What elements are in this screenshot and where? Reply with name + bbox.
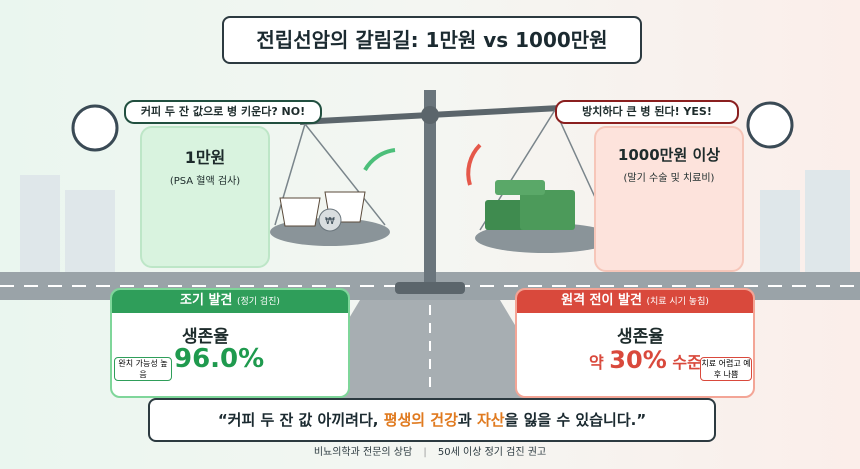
left-badge: 완치 가능성 높음 [114, 357, 172, 381]
right-bubble: 방치하다 큰 병 된다! YES! [555, 100, 739, 124]
left-bubble: 커피 두 잔 값으로 병 키운다? NO! [124, 100, 322, 124]
quote-highlight: 자산 [476, 411, 505, 429]
left-card: 1만원 (PSA 혈액 검사) [140, 126, 270, 268]
right-pan [475, 223, 615, 253]
quote-part: 을 잃을 수 있습니다.” [504, 411, 647, 429]
left-panel: 조기 발견 (정기 검진) 생존율 96.0% [110, 288, 350, 398]
right-card: 1000만원 이상 (말기 수술 및 치료비) [594, 126, 744, 272]
scale-strings [274, 109, 611, 231]
right-price: 1000만원 이상 [617, 146, 721, 164]
quote-part: “커피 두 잔 값 아끼려다, [217, 411, 384, 429]
left-stage-header: 조기 발견 (정기 검진) [112, 290, 348, 313]
scale-base [395, 282, 465, 294]
quote-part: 과 [457, 411, 477, 429]
right-badge: 치료 어렵고 예후 나쁨 [700, 357, 752, 381]
left-stage-note: (정기 검진) [236, 297, 280, 307]
right-survival-prefix: 약 [589, 353, 610, 372]
right-survival-suffix: 수준 [666, 353, 702, 372]
left-price: 1만원 [184, 148, 226, 167]
money-stack [485, 180, 575, 230]
right-survival-number: 30% [609, 346, 667, 374]
scale-pivot [421, 106, 439, 124]
right-stage-header: 원격 전이 발견 (치료 시기 놓침) [517, 290, 753, 313]
left-detail: (PSA 혈액 검사) [169, 176, 241, 187]
footer-item: 50세 이상 정기 검진 권고 [437, 447, 547, 458]
green-arrow [363, 148, 396, 172]
right-survival-value: 약 30% 수준 [589, 346, 702, 374]
right-stage-note: (치료 시기 놓침) [646, 297, 709, 307]
left-stage: 조기 발견 [180, 293, 233, 308]
coffee-cups: ₩ [279, 191, 366, 232]
red-arrow [466, 143, 482, 186]
footer-item: 비뇨의학과 전문의 상담 [313, 447, 413, 458]
quote: “커피 두 잔 값 아끼려다, 평생의 건강과 자산을 잃을 수 있습니다.” [148, 398, 716, 442]
city [20, 170, 850, 275]
right-detail: (말기 수술 및 치료비) [623, 173, 715, 184]
clock-right [746, 101, 794, 149]
footer: 비뇨의학과 전문의 상담 | 50세 이상 정기 검진 권고 [313, 447, 547, 458]
scale-pillar [424, 90, 436, 290]
right-survival-label: 생존율 [617, 327, 664, 347]
right-panel: 원격 전이 발견 (치료 시기 놓침) 생존율 약 30% 수준 [515, 288, 755, 398]
right-stage: 원격 전이 발견 [561, 293, 642, 308]
title: 전립선암의 갈림길: 1만원 vs 1000만원 [222, 16, 642, 64]
left-survival-label: 생존율 [182, 327, 229, 347]
clock-left [71, 104, 119, 152]
quote-highlight: 평생의 건강 [383, 411, 458, 429]
svg-text:₩: ₩ [325, 216, 335, 227]
left-survival-value: 96.0% [174, 344, 265, 374]
